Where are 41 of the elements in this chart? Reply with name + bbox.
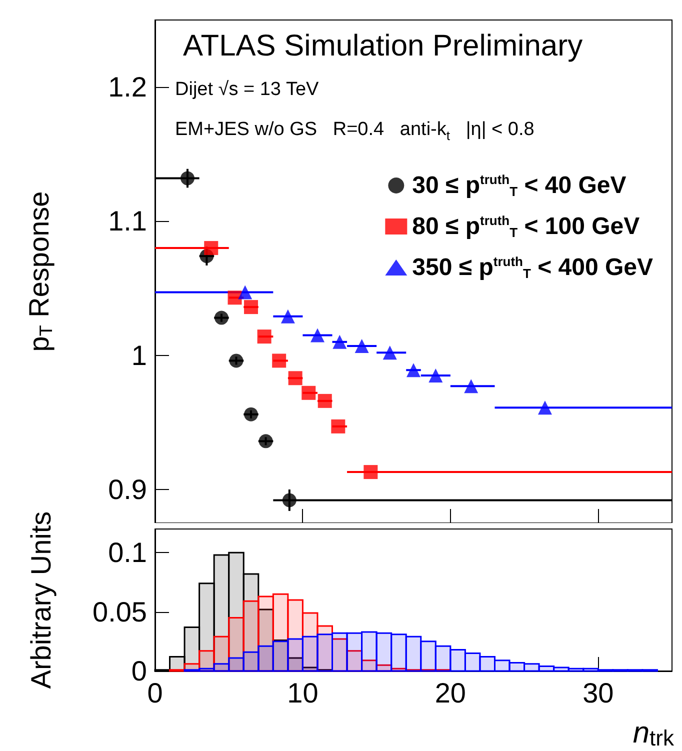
point <box>238 285 252 300</box>
point <box>229 354 244 368</box>
point <box>354 338 369 353</box>
y-tick-label: 0.1 <box>108 537 147 568</box>
point <box>244 407 258 422</box>
x-tick-label: 10 <box>287 678 318 708</box>
point <box>382 346 397 360</box>
annotation: Dijet √s = 13 TeV <box>175 79 320 100</box>
point <box>428 368 443 382</box>
y-tick-label: 0.9 <box>108 474 147 505</box>
point <box>288 371 302 386</box>
point <box>258 434 273 448</box>
point <box>272 354 286 368</box>
x-tick-label: 20 <box>434 678 466 708</box>
y-tick-label: 1 <box>131 340 147 371</box>
point <box>364 465 378 480</box>
point <box>214 310 228 325</box>
point <box>228 290 242 305</box>
y-tick-label: 1.1 <box>108 206 147 237</box>
point <box>406 363 420 378</box>
x-axis-title: ntrk <box>632 716 675 750</box>
point <box>302 386 316 400</box>
point <box>464 379 478 394</box>
point <box>310 328 324 342</box>
point <box>331 419 346 434</box>
y-tick-label: 0.05 <box>92 596 147 628</box>
point <box>282 493 296 508</box>
chart-title: ATLAS Simulation Preliminary <box>183 30 583 62</box>
y-axis-title: Arbitrary Units <box>26 511 56 689</box>
y-tick-label: 0 <box>131 656 147 686</box>
y-axis-title: pT Response <box>24 191 56 352</box>
point <box>538 400 552 415</box>
point <box>332 334 347 349</box>
point <box>280 309 295 324</box>
point <box>257 330 272 344</box>
point <box>204 241 218 256</box>
point <box>244 300 258 314</box>
point <box>318 394 332 408</box>
x-tick-label: 30 <box>582 678 614 708</box>
point <box>180 171 194 186</box>
y-tick-label: 1.2 <box>108 72 147 103</box>
